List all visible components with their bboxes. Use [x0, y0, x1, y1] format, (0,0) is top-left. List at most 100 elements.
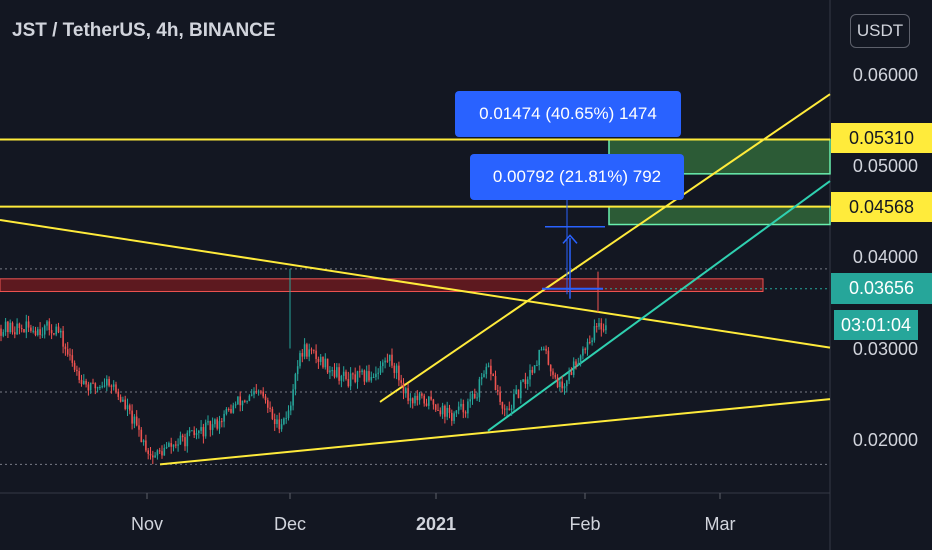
candle-down — [260, 391, 262, 393]
candle-up — [25, 321, 28, 333]
candle-down — [398, 365, 400, 381]
candle-up — [469, 399, 471, 402]
candle-up — [598, 323, 600, 327]
candle-down — [448, 407, 451, 413]
y-tick-label: 0.03000 — [852, 339, 918, 359]
candle-down — [354, 374, 356, 382]
candle-up — [287, 410, 290, 419]
candle-up — [471, 393, 474, 400]
candle-up — [191, 430, 193, 432]
price-tag-level-1: 0.05310 — [831, 123, 932, 153]
measure-label-small: 0.00792 (21.81%) 792 — [470, 154, 684, 200]
candle-up — [296, 366, 299, 375]
candle-down — [216, 419, 218, 429]
candle-down — [50, 330, 53, 334]
candle-up — [112, 384, 115, 387]
candle-up — [513, 394, 515, 409]
candle-up — [177, 444, 179, 446]
candle-down — [345, 371, 347, 380]
candle-up — [340, 375, 343, 381]
candle-down — [402, 382, 405, 394]
candle-up — [510, 408, 513, 411]
candle-down — [135, 416, 138, 426]
candle-up — [9, 322, 11, 333]
candle-up — [593, 326, 596, 341]
candle-down — [561, 381, 563, 389]
candle-up — [375, 373, 377, 377]
candle-down — [407, 388, 409, 401]
candle-up — [457, 406, 460, 411]
candle-down — [94, 383, 97, 389]
candle-up — [276, 419, 278, 425]
candle-up — [257, 391, 260, 393]
candle-up — [89, 382, 92, 391]
candle-up — [568, 372, 570, 381]
candle-up — [223, 413, 225, 422]
candle-down — [149, 453, 152, 456]
candle-up — [428, 396, 430, 406]
candle-up — [207, 421, 209, 423]
candle-up — [478, 379, 481, 398]
candle-up — [106, 378, 108, 386]
candle-up — [37, 329, 39, 336]
candle-up — [16, 323, 18, 335]
candle-down — [184, 437, 186, 447]
descending-resistance-line — [0, 219, 831, 349]
candle-down — [347, 379, 350, 387]
candle-down — [531, 370, 534, 373]
candle-down — [602, 329, 605, 331]
candle-up — [414, 395, 416, 404]
y-tick-label: 0.05000 — [852, 156, 918, 176]
candle-up — [246, 400, 248, 402]
candle-down — [244, 400, 246, 402]
candle-down — [524, 379, 527, 385]
candle-up — [55, 326, 57, 335]
candle-up — [60, 330, 62, 333]
candle-up — [586, 341, 589, 350]
candle-up — [582, 348, 584, 356]
candle-down — [352, 373, 354, 375]
candle-up — [4, 321, 7, 333]
candle-up — [382, 362, 384, 367]
candle-up — [342, 371, 345, 376]
candle-down — [494, 376, 497, 391]
candle-down — [552, 371, 554, 375]
candle-down — [39, 329, 41, 335]
candle-up — [133, 416, 136, 424]
candle-down — [117, 391, 120, 397]
candle-up — [172, 444, 175, 447]
candle-up — [248, 395, 251, 401]
candle-up — [214, 419, 216, 425]
candle-down — [549, 364, 552, 372]
candle-down — [170, 443, 172, 447]
candle-up — [186, 432, 189, 447]
y-tick-label: 0.04000 — [852, 247, 918, 267]
candle-down — [227, 409, 230, 411]
candle-down — [497, 390, 499, 392]
candle-down — [140, 429, 143, 443]
candle-down — [124, 399, 126, 409]
candle-up — [520, 381, 522, 399]
candle-down — [66, 349, 69, 355]
candle-down — [322, 356, 324, 368]
candle-up — [101, 386, 103, 388]
candle-down — [306, 344, 308, 357]
candle-down — [492, 374, 494, 377]
chart-title: JST / TetherUS, 4h, BINANCE — [12, 20, 276, 41]
candle-up — [336, 367, 338, 377]
candle-down — [119, 396, 122, 402]
candle-up — [446, 407, 448, 417]
candle-down — [313, 349, 315, 351]
candle-down — [267, 400, 269, 408]
countdown-tag: 03:01:04 — [834, 310, 918, 340]
candle-up — [460, 403, 462, 407]
candle-down — [30, 327, 32, 331]
candle-up — [83, 380, 85, 384]
candle-down — [271, 408, 274, 420]
candle-up — [543, 348, 545, 350]
candle-down — [0, 328, 2, 336]
currency-button[interactable]: USDT — [850, 14, 910, 48]
candle-up — [418, 393, 421, 401]
candle-up — [292, 389, 294, 406]
